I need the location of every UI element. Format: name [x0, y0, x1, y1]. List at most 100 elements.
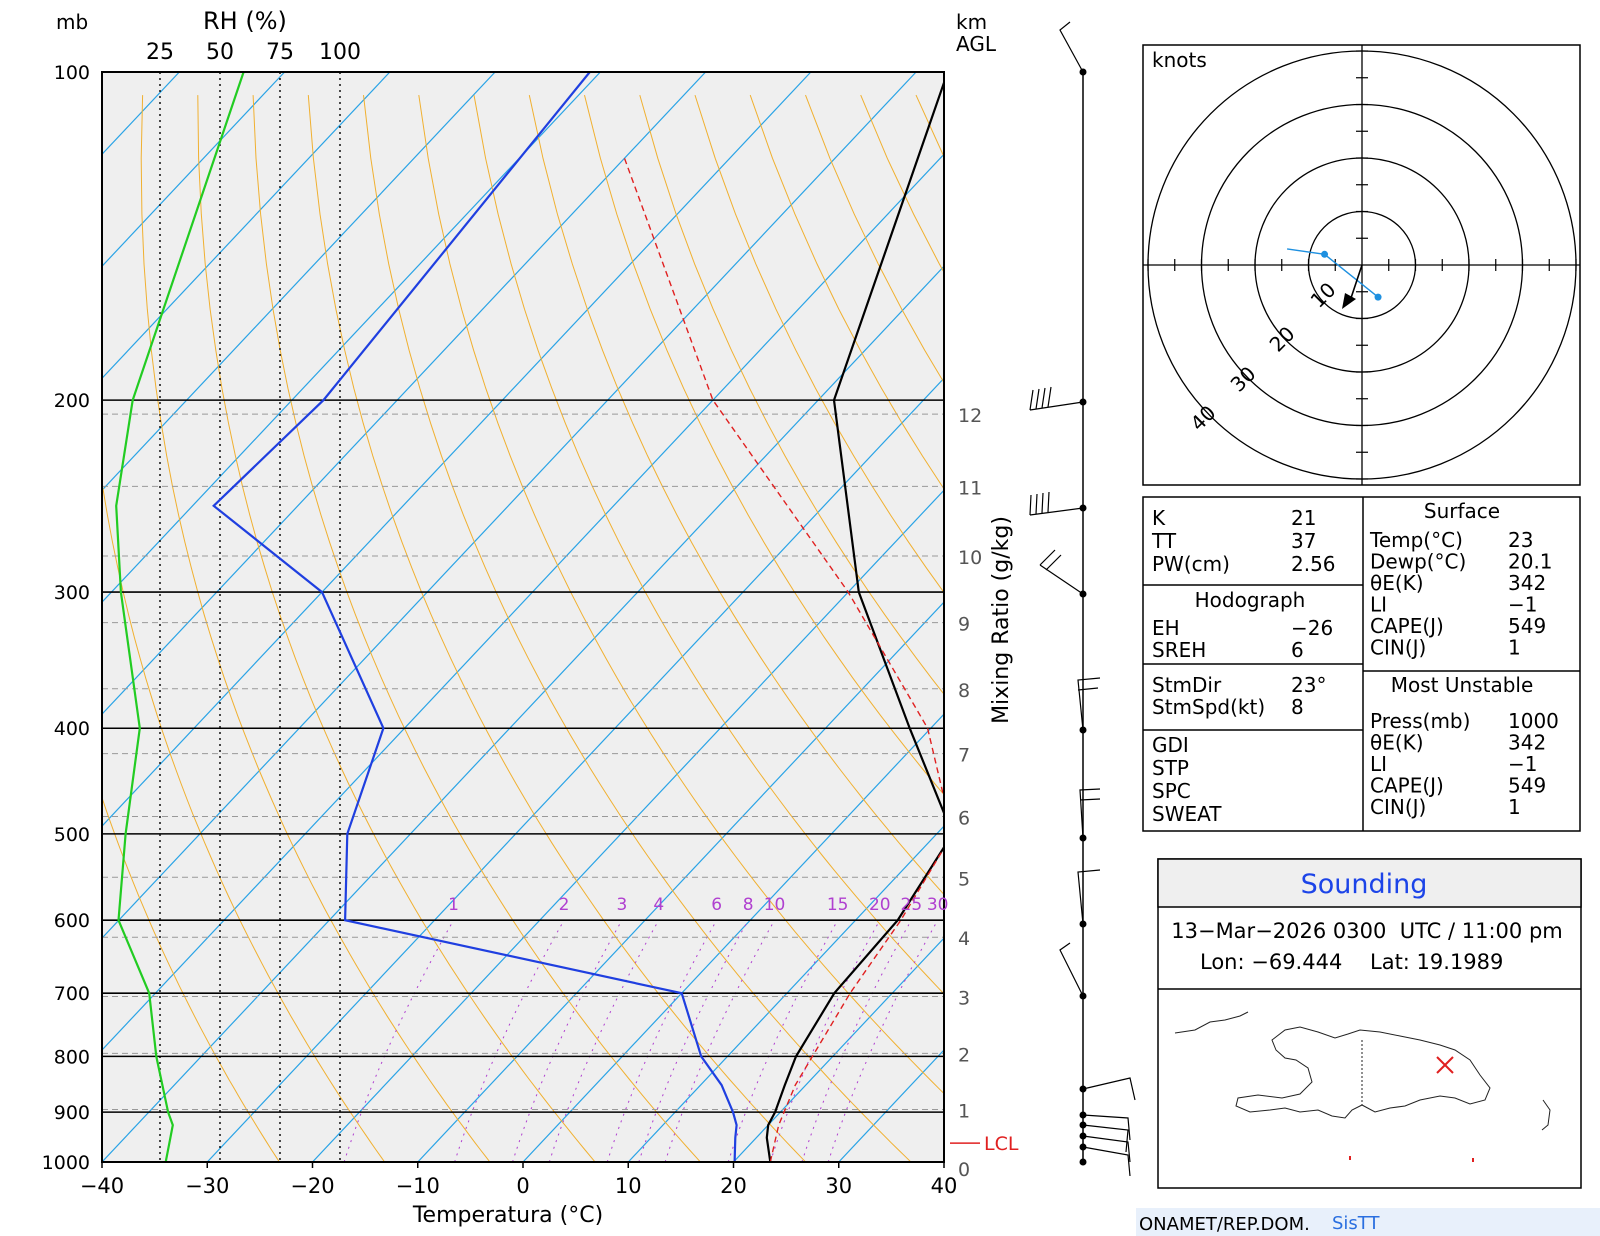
surface-label: Dewp(°C): [1370, 550, 1466, 574]
wind-barb-profile: [1029, 21, 1136, 1177]
surface-value: 1: [1508, 636, 1521, 660]
height-agl-label: AGL: [956, 32, 997, 56]
mixing-ratio-tick-label: 3: [616, 895, 627, 915]
dry-adiabat: [694, 94, 944, 594]
index-label: PW(cm): [1152, 552, 1230, 576]
surface-value: 549: [1508, 614, 1546, 638]
hodograph-point: [1374, 293, 1382, 301]
pressure-tick-label: 200: [54, 390, 90, 412]
dry-adiabat: [197, 95, 596, 1162]
dry-adiabat: [363, 95, 912, 1162]
surface-value: 23: [1508, 528, 1533, 552]
pressure-tick-label: 400: [54, 718, 90, 740]
sounding-datetime: 13−Mar−2026 0300 UTC / 11:00 pm: [1171, 919, 1562, 943]
sounding-info-box: [1157, 858, 1582, 1189]
surface-label: Temp(°C): [1369, 528, 1463, 552]
rh-profile-line: [115, 72, 245, 1162]
footer-bar: [1136, 1208, 1600, 1236]
most-unstable-label: LI: [1370, 752, 1387, 776]
most-unstable-label: Press(mb): [1370, 709, 1470, 733]
temperature-tick-label: 30: [825, 1174, 852, 1198]
wind-barb-icon: [1039, 549, 1084, 595]
dry-adiabat: [102, 796, 280, 1162]
wind-barb-icon: [1059, 21, 1084, 73]
sounding-lon: Lon: −69.444: [1200, 950, 1342, 974]
rh-tick-label: 50: [206, 40, 234, 65]
height-tick-label: 2: [958, 1044, 970, 1066]
height-tick-label: 4: [958, 928, 970, 950]
mixing-ratio-tick-label: 25: [901, 895, 923, 915]
dry-adiabat: [473, 95, 944, 995]
isotherm-line: [102, 72, 496, 492]
surface-label: LI: [1370, 593, 1387, 617]
mixing-ratio-tick-label: 1: [448, 895, 459, 915]
surface-label: CAPE(J): [1370, 614, 1444, 638]
mixing-ratio-tick-label: 4: [653, 895, 664, 915]
temperature-tick-label: −20: [290, 1174, 334, 1198]
height-tick-label: 1: [958, 1100, 970, 1122]
mixing-ratio-tick-label: 2: [559, 895, 570, 915]
barb-level-dot: [1079, 1158, 1087, 1166]
pressure-tick-label: 1000: [42, 1152, 90, 1174]
temperature-profile-line: [765, 79, 944, 1162]
height-tick-label: 10: [958, 547, 982, 569]
wind-barb-icon: [1082, 1077, 1136, 1101]
pressure-tick-label: 100: [54, 62, 90, 84]
hodograph-section-title: Hodograph: [1195, 588, 1306, 612]
isotherm-line: [102, 265, 944, 1162]
index-value: 23°: [1291, 673, 1326, 697]
mixing-ratio-tick-label: 15: [827, 895, 849, 915]
dewpoint-profile-line: [212, 72, 738, 1162]
wind-barb-icon: [1079, 788, 1101, 839]
pressure-tick-label: 800: [54, 1046, 90, 1068]
wind-barb-icon: [1059, 942, 1084, 997]
height-tick-label: 6: [958, 808, 970, 830]
isotherm-line: [102, 72, 812, 827]
temperature-tick-label: −40: [80, 1174, 124, 1198]
index-label: StmDir: [1152, 673, 1222, 697]
station-marker-icon: [1436, 1056, 1454, 1074]
dry-adiabat: [252, 95, 702, 1162]
pressure-tick-label: 900: [54, 1102, 90, 1124]
isotherm-line: [102, 72, 601, 604]
temperature-tick-label: −30: [185, 1174, 229, 1198]
wind-barb-icon: [1029, 386, 1084, 411]
temperature-tick-label: 10: [615, 1174, 642, 1198]
wind-barb-icon: [1077, 869, 1101, 925]
sounding-lat: Lat: 19.1989: [1370, 950, 1503, 974]
index-value: 37: [1291, 529, 1316, 553]
sounding-title: Sounding: [1301, 869, 1428, 900]
hodograph-point: [1321, 250, 1329, 258]
index-label: SPC: [1152, 779, 1191, 803]
sounding-title-bar: [1157, 858, 1582, 908]
mixing-ratio-tick-label: 6: [711, 895, 722, 915]
footer-brand: SisTT: [1332, 1213, 1380, 1234]
index-label: K: [1152, 506, 1166, 530]
isotherm-line: [102, 72, 917, 939]
height-tick-label: 9: [958, 614, 970, 636]
most-unstable-value: −1: [1508, 752, 1537, 776]
rh-tick-label: 100: [319, 40, 361, 65]
wind-barb-icon: [1082, 1146, 1131, 1177]
parcel-profile-line: [623, 158, 944, 1162]
isotherm-line: [206, 377, 944, 1162]
wind-barb-icon: [1029, 491, 1084, 516]
wind-barb-icon: [1082, 1114, 1131, 1141]
temperature-tick-label: 40: [931, 1174, 958, 1198]
pressure-tick-label: 600: [54, 910, 90, 932]
isotherm-line: [102, 72, 286, 268]
height-tick-label: 0: [958, 1159, 970, 1181]
pressure-tick-label: 300: [54, 582, 90, 604]
dry-adiabat: [307, 95, 807, 1162]
wind-barb-icon: [1082, 1124, 1129, 1153]
most-unstable-value: 1000: [1508, 709, 1559, 733]
index-value: −26: [1291, 616, 1333, 640]
surface-value: −1: [1508, 593, 1537, 617]
surface-section-title: Surface: [1424, 499, 1500, 523]
height-tick-label: 5: [958, 868, 970, 890]
index-value: 2.56: [1291, 552, 1336, 576]
mixing-ratio-tick-label: 10: [764, 895, 786, 915]
most-unstable-label: θE(K): [1370, 731, 1424, 755]
dry-adiabat: [140, 95, 491, 1162]
